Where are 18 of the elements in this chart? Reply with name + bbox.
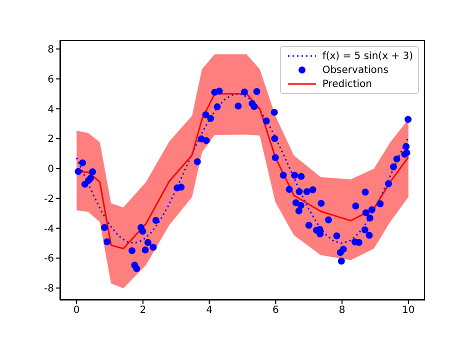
legend-label: Observations bbox=[322, 64, 388, 76]
x-tick-label: 0 bbox=[73, 305, 80, 316]
x-tick-label: 10 bbox=[402, 305, 415, 316]
y-tick-label: 4 bbox=[48, 104, 54, 116]
legend-label: f(x) = 5 sin(x + 3) bbox=[322, 50, 413, 62]
x-tick-label: 8 bbox=[338, 305, 346, 316]
x-tick-label: 6 bbox=[272, 305, 279, 316]
y-tick-label: 0 bbox=[48, 164, 54, 176]
y-tick-label: -8 bbox=[44, 284, 54, 295]
y-tick-label: -6 bbox=[44, 254, 54, 265]
y-tick-label: -4 bbox=[44, 224, 54, 235]
x-tick-label: 4 bbox=[206, 305, 213, 316]
legend-label: Prediction bbox=[322, 78, 372, 90]
y-tick-label: 6 bbox=[48, 74, 54, 86]
y-tick-label: 2 bbox=[48, 134, 54, 146]
y-tick-label: -2 bbox=[44, 194, 54, 205]
y-tick-label: 8 bbox=[48, 44, 54, 56]
x-tick-label: 2 bbox=[140, 305, 146, 316]
